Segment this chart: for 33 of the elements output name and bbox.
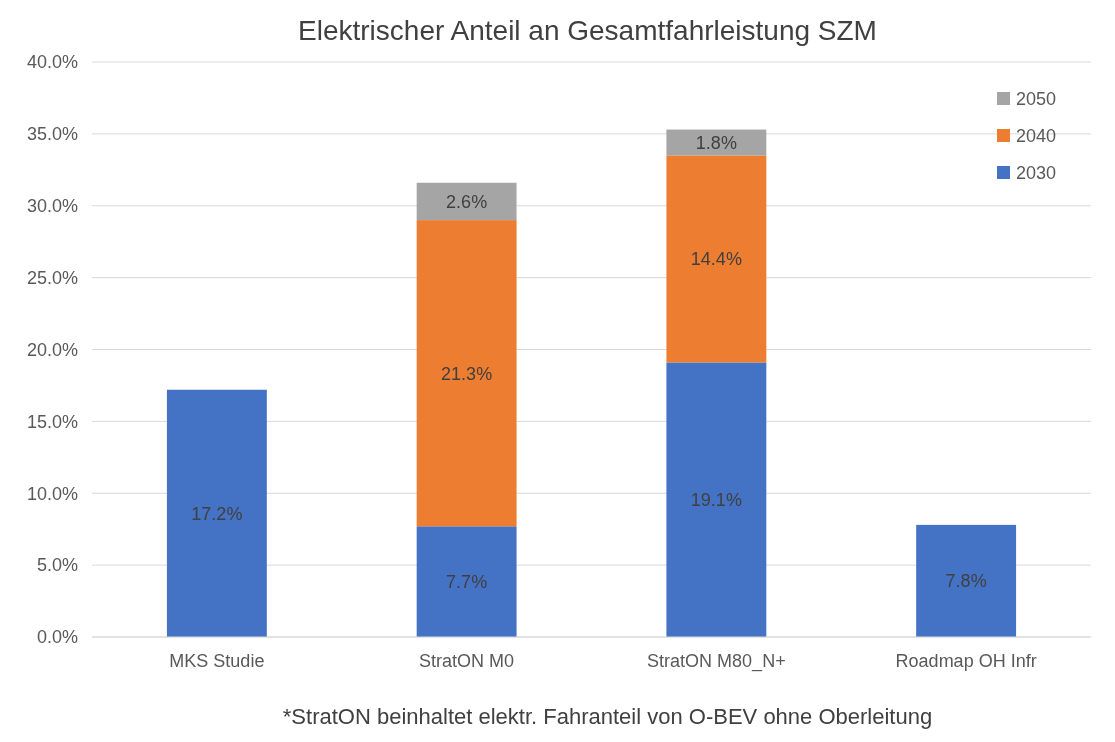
- y-tick-label: 20.0%: [26, 339, 78, 360]
- data-label: 1.8%: [695, 132, 737, 153]
- x-tick-label: MKS Studie: [169, 651, 265, 671]
- x-tick-label: StratON M0: [419, 651, 515, 671]
- bar: [416, 182, 517, 221]
- y-tick-label: 5.0%: [36, 555, 78, 576]
- legend-label: 2050: [1016, 89, 1057, 110]
- data-label: 7.8%: [945, 571, 987, 592]
- y-tick-label: 10.0%: [26, 483, 78, 504]
- y-tick-label: 25.0%: [26, 267, 78, 288]
- x-tick-label: Roadmap OH Infr: [895, 651, 1037, 671]
- y-tick-label: 0.0%: [36, 627, 78, 648]
- legend-label: 2030: [1016, 163, 1057, 184]
- bar: [666, 155, 767, 363]
- text: *StratON beinhaltet elektr. Fahranteil von O-BEV ohne Oberleitung: [282, 704, 933, 729]
- data-label: 19.1%: [690, 490, 742, 511]
- data-label: 7.7%: [446, 571, 488, 592]
- y-tick-label: 30.0%: [26, 196, 78, 217]
- bar: [416, 526, 517, 637]
- data-label: 17.2%: [191, 503, 243, 524]
- bar: [916, 524, 1017, 637]
- x-tick-label: StratON M80_N+: [647, 651, 786, 672]
- y-tick-label: 40.0%: [26, 52, 78, 73]
- data-label: 21.3%: [441, 363, 493, 384]
- bar: [166, 389, 267, 637]
- legend-label: 2040: [1016, 126, 1057, 147]
- bar: [666, 362, 767, 637]
- y-tick-label: 15.0%: [26, 411, 78, 432]
- data-label: 2.6%: [446, 191, 488, 212]
- y-tick-label: 35.0%: [26, 124, 78, 145]
- data-label: 14.4%: [690, 249, 742, 270]
- chart-title: Elektrischer Anteil an Gesamtfahrleistung SZM: [298, 15, 877, 46]
- bar: [416, 220, 517, 527]
